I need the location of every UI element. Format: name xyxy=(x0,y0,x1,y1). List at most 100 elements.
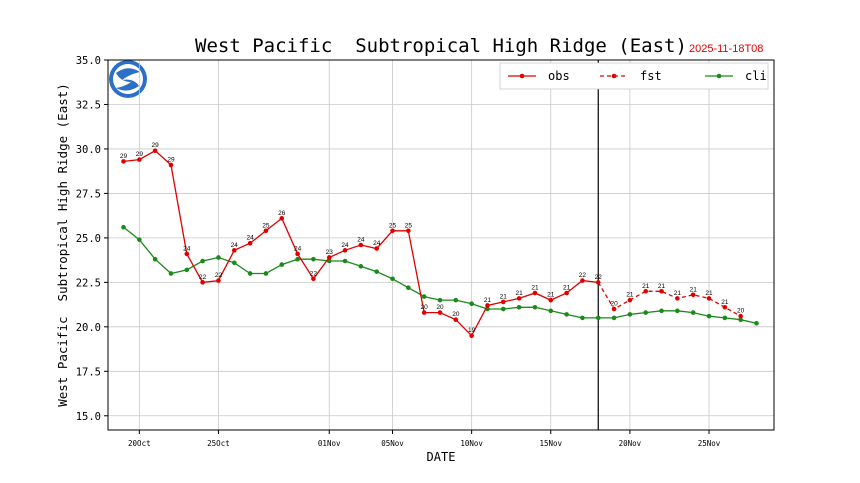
legend-item-fst: fst xyxy=(600,69,662,83)
data-point-cli xyxy=(643,310,649,315)
data-point-obs xyxy=(516,296,522,301)
data-point-cli xyxy=(390,276,395,282)
data-label-obs: 24 xyxy=(357,237,365,244)
data-point-obs xyxy=(342,248,348,253)
data-label-obs: 29 xyxy=(136,151,144,158)
data-label-fst: 21 xyxy=(721,299,729,306)
data-point-cli xyxy=(453,297,459,303)
data-point-fst xyxy=(659,288,664,294)
data-label-obs: 21 xyxy=(484,297,492,304)
data-point-obs xyxy=(168,162,174,168)
data-point-obs xyxy=(184,251,190,257)
data-label-obs: 24 xyxy=(246,235,254,242)
data-point-obs xyxy=(295,251,300,257)
data-point-cli xyxy=(627,312,633,317)
data-point-fst xyxy=(611,306,617,312)
date-stamp: 2025-11-18T08 xyxy=(689,43,763,55)
data-point-obs xyxy=(247,240,253,246)
data-point-obs xyxy=(421,310,427,315)
series-line-fst xyxy=(597,282,742,317)
y-tick-label: 25.0 xyxy=(76,233,101,245)
data-label-obs: 24 xyxy=(294,245,302,252)
data-point-fst xyxy=(706,296,712,301)
data-label-obs: 23 xyxy=(326,249,334,256)
data-point-cli xyxy=(358,264,364,269)
x-tick-label: 15Nov xyxy=(539,439,562,448)
data-label-fst: 20 xyxy=(610,301,618,308)
data-point-fst xyxy=(722,304,728,310)
x-tick-label: 20Nov xyxy=(619,439,642,448)
data-point-obs xyxy=(216,278,221,283)
data-point-obs xyxy=(437,310,443,315)
data-label-obs: 21 xyxy=(516,290,524,297)
data-point-cli xyxy=(595,315,601,321)
legend-label: fst xyxy=(640,69,662,83)
chart-title: West Pacific Subtropical High Ridge (Eas… xyxy=(195,35,687,57)
data-label-obs: 26 xyxy=(278,210,286,217)
data-point-obs xyxy=(311,276,316,282)
data-label-fst: 21 xyxy=(674,290,682,297)
legend-swatch-marker xyxy=(519,73,525,79)
x-tick-label: 25Nov xyxy=(698,439,721,448)
data-point-cli xyxy=(279,262,285,267)
data-label-fst: 21 xyxy=(705,290,713,297)
x-tick-label: 10Nov xyxy=(460,439,483,448)
series-layer: 20 21 21 21 21 21 21 21 20 29 29 29 29 24 22 22 24 24 25 26… xyxy=(120,142,759,339)
data-point-cli xyxy=(659,308,664,314)
x-tick-label: 20Oct xyxy=(128,439,151,448)
data-point-cli xyxy=(580,315,585,321)
data-point-cli xyxy=(295,256,300,262)
data-point-cli xyxy=(374,269,380,274)
data-point-cli xyxy=(200,258,205,264)
data-label-obs: 22 xyxy=(595,274,603,281)
data-label-obs: 21 xyxy=(547,292,555,299)
data-label-fst: 20 xyxy=(737,308,745,315)
data-point-cli xyxy=(231,260,237,266)
data-label-obs: 25 xyxy=(405,222,413,229)
data-point-obs xyxy=(358,242,364,248)
data-point-obs xyxy=(595,280,601,285)
data-label-obs: 21 xyxy=(531,285,539,292)
data-label-obs: 22 xyxy=(310,270,318,277)
data-point-obs xyxy=(580,278,585,283)
y-axis-label: West Pacific Subtropical High Ridge (Eas… xyxy=(55,83,70,407)
data-point-obs xyxy=(200,280,205,285)
legend-item-cli: cli xyxy=(705,69,767,83)
data-label-obs: 21 xyxy=(500,293,508,300)
data-point-cli xyxy=(168,271,174,276)
data-label-fst: 21 xyxy=(690,286,698,293)
data-label-obs: 21 xyxy=(563,285,571,292)
x-axis-label: DATE xyxy=(427,450,456,464)
data-point-fst xyxy=(627,297,633,303)
data-point-cli xyxy=(121,224,126,230)
data-label-obs: 22 xyxy=(199,274,207,281)
data-point-obs xyxy=(279,216,285,221)
y-tick-label: 22.5 xyxy=(76,277,101,289)
y-tick-label: 32.5 xyxy=(76,99,101,111)
data-point-cli xyxy=(690,310,696,315)
data-point-obs xyxy=(453,317,459,323)
data-point-obs xyxy=(469,333,474,339)
data-label-obs: 24 xyxy=(373,240,381,247)
data-label-obs: 29 xyxy=(167,156,175,163)
legend-item-obs: obs xyxy=(508,69,570,83)
data-point-obs xyxy=(137,157,142,162)
x-axis-ticks: 20Oct 25Oct 01Nov 05Nov 10Nov 15Nov 20Nov 25Nov xyxy=(128,430,721,448)
x-tick-label: 05Nov xyxy=(381,439,404,448)
data-label-obs: 20 xyxy=(421,304,429,311)
data-point-obs xyxy=(406,228,411,234)
data-point-cli xyxy=(263,271,269,276)
data-point-fst xyxy=(690,292,696,298)
series-fst: 20 21 21 21 21 21 21 21 20 xyxy=(597,282,745,319)
data-point-cli xyxy=(184,267,190,273)
y-tick-label: 17.5 xyxy=(76,366,101,378)
data-label-obs: 22 xyxy=(215,272,223,279)
data-point-cli xyxy=(532,304,538,310)
x-tick-label: 25Oct xyxy=(207,439,230,448)
grid xyxy=(108,59,774,430)
data-point-cli xyxy=(706,313,712,319)
data-point-cli xyxy=(216,255,221,260)
y-axis-ticks: 15.0 17.5 20.0 22.5 25.0 27.5 30.0 32.5 35.0 xyxy=(76,55,108,423)
data-point-obs xyxy=(485,303,490,308)
